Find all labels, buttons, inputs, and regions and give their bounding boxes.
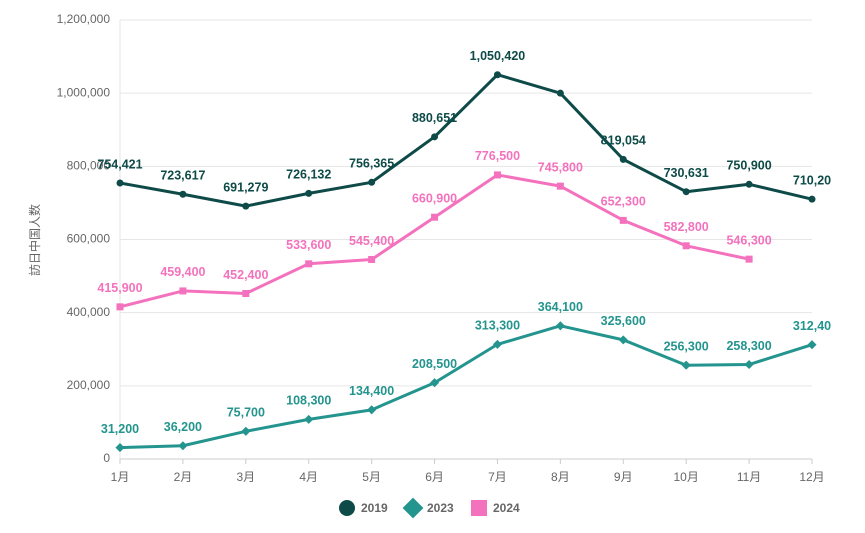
point <box>241 426 251 436</box>
x-tick-label: 3月 <box>236 470 255 484</box>
y-tick-label: 200,000 <box>67 378 111 392</box>
data-label: 108,300 <box>286 394 331 408</box>
y-tick-label: 1,000,000 <box>57 85 111 99</box>
data-label: 1,050,420 <box>470 49 526 63</box>
y-tick-label: 400,000 <box>67 305 111 319</box>
data-label: 459,400 <box>160 265 205 279</box>
point <box>429 378 440 388</box>
point <box>367 405 377 415</box>
y-tick-label: 0 <box>103 451 110 465</box>
data-label: 208,500 <box>412 357 457 371</box>
point <box>745 180 753 188</box>
legend-label: 2023 <box>427 501 454 515</box>
legend-marker <box>471 500 487 516</box>
x-tick-label: 10月 <box>674 470 699 484</box>
data-label: 582,800 <box>664 220 709 234</box>
data-label: 364,100 <box>538 300 583 314</box>
data-label: 776,500 <box>475 149 520 163</box>
data-label: 415,900 <box>97 281 142 295</box>
x-tick-label: 11月 <box>737 470 761 484</box>
data-label: 545,400 <box>349 234 394 248</box>
data-label: 652,300 <box>601 195 646 209</box>
point <box>116 179 124 187</box>
point <box>682 188 690 196</box>
point <box>304 414 314 424</box>
y-tick-label: 600,000 <box>67 232 111 246</box>
point <box>179 287 187 295</box>
data-label: 31,200 <box>101 422 139 436</box>
data-label: 710,20 <box>793 173 831 187</box>
data-label: 726,132 <box>286 168 331 182</box>
point <box>179 190 187 198</box>
data-label: 134,400 <box>349 384 394 398</box>
data-label: 819,054 <box>601 134 646 148</box>
data-label: 723,617 <box>160 169 205 183</box>
x-tick-label: 8月 <box>551 470 570 484</box>
data-label: 750,900 <box>726 159 771 173</box>
x-tick-label: 12月 <box>799 470 824 484</box>
point <box>807 340 817 350</box>
data-label: 258,300 <box>726 339 771 353</box>
data-label: 730,631 <box>664 166 709 180</box>
point <box>115 443 125 453</box>
data-label: 546,300 <box>726 233 771 247</box>
point <box>492 339 503 349</box>
y-tick-label: 1,200,000 <box>57 12 111 26</box>
data-label: 313,300 <box>475 319 520 333</box>
point <box>618 335 628 345</box>
data-label: 754,421 <box>97 157 142 171</box>
point <box>305 260 313 268</box>
series-line <box>119 324 813 450</box>
x-tick-label: 7月 <box>488 470 507 484</box>
data-label: 36,200 <box>164 420 202 434</box>
data-label: 880,651 <box>412 111 457 125</box>
point <box>808 195 816 203</box>
data-label: 75,700 <box>227 406 265 420</box>
legend-marker <box>339 500 355 516</box>
point <box>116 303 124 311</box>
x-tick-label: 6月 <box>425 470 444 484</box>
data-label: 660,900 <box>412 192 457 206</box>
point <box>431 133 439 141</box>
x-tick-label: 9月 <box>614 470 633 484</box>
data-label: 312,40 <box>793 319 831 333</box>
data-label: 745,800 <box>538 160 583 174</box>
x-tick-label: 4月 <box>299 470 318 484</box>
point <box>744 359 754 370</box>
legend-marker <box>402 497 424 519</box>
data-label: 452,400 <box>223 268 268 282</box>
x-tick-label: 2月 <box>174 470 193 484</box>
x-tick-label: 5月 <box>362 470 381 484</box>
point <box>493 71 501 79</box>
point <box>556 182 564 190</box>
data-label: 756,365 <box>349 157 394 171</box>
point <box>368 178 376 186</box>
point <box>242 289 250 297</box>
data-label: 691,279 <box>223 180 268 194</box>
point <box>305 189 313 197</box>
point <box>619 216 627 224</box>
x-tick-label: 1月 <box>111 470 130 484</box>
point <box>681 360 691 370</box>
point <box>431 213 439 221</box>
legend-label: 2019 <box>361 501 388 515</box>
y-axis-label: 訪日中国人数 <box>27 204 42 276</box>
point <box>242 202 250 210</box>
data-label: 256,300 <box>664 340 709 354</box>
point <box>682 242 690 250</box>
data-label: 325,600 <box>601 314 646 328</box>
point <box>493 171 501 179</box>
legend-label: 2024 <box>493 501 520 515</box>
series-line <box>119 73 813 208</box>
point <box>745 255 753 263</box>
point <box>368 255 376 263</box>
point <box>619 155 627 163</box>
point <box>556 89 564 97</box>
point <box>178 441 188 451</box>
point <box>555 321 565 331</box>
data-label: 533,600 <box>286 238 331 252</box>
y-tick-label: 800,000 <box>67 159 111 173</box>
